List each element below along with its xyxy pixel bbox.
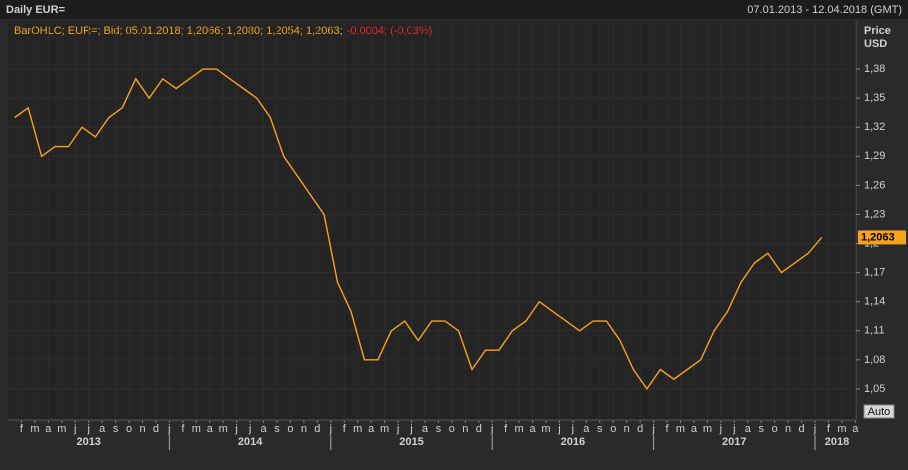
year-label: 2016	[561, 436, 585, 448]
plot-area	[8, 21, 856, 420]
x-tick-label: j	[73, 423, 76, 435]
x-tick-label: s	[436, 423, 442, 435]
year-label: 2018	[825, 436, 849, 448]
x-tick-label: j	[248, 423, 251, 435]
legend-change: -0,0004; (-0,03%)	[347, 25, 433, 37]
header-bar	[0, 0, 908, 19]
x-tick-label: o	[126, 423, 132, 435]
x-tick-label: f	[504, 423, 508, 435]
year-label: 2013	[76, 436, 100, 448]
x-tick-label: a	[207, 423, 214, 435]
x-tick-label: a	[852, 423, 859, 435]
x-tick-label: a	[99, 423, 106, 435]
x-tick-label: f	[827, 423, 831, 435]
date-range: 07.01.2013 - 12.04.2018 (GMT)	[747, 4, 902, 16]
y-tick-label: 1,08	[864, 354, 885, 366]
x-tick-label: n	[301, 423, 307, 435]
x-tick-label: j	[571, 423, 574, 435]
x-tick-label: d	[476, 423, 482, 435]
legend: BarOHLC; EUR=; Bid; 05.01.2018; 1,2066; …	[14, 25, 432, 37]
auto-button[interactable]	[863, 404, 895, 419]
x-tick-label: m	[30, 423, 39, 435]
x-tick-label: j	[329, 423, 332, 435]
x-tick-label: m	[353, 423, 362, 435]
x-tick-label: m	[676, 423, 685, 435]
x-tick-label: m	[57, 423, 66, 435]
x-tick-label: a	[45, 423, 52, 435]
x-tick-label: n	[624, 423, 630, 435]
x-tick-label: j	[86, 423, 89, 435]
year-label: 2014	[238, 436, 263, 448]
y-tick-label: 1,14	[864, 296, 885, 308]
x-tick-label: d	[314, 423, 320, 435]
x-tick-label: m	[192, 423, 201, 435]
y-tick-label: 1,32	[864, 121, 885, 133]
x-tick-label: s	[113, 423, 119, 435]
x-tick-label: j	[651, 423, 654, 435]
last-value-label: 1,2063	[861, 231, 895, 243]
x-tick-label: f	[343, 423, 347, 435]
x-tick-label: m	[541, 423, 550, 435]
x-tick-label: m	[837, 423, 846, 435]
x-tick-label: s	[597, 423, 603, 435]
x-tick-label: j	[557, 423, 560, 435]
year-label: 2017	[722, 436, 746, 448]
x-tick-label: d	[153, 423, 159, 435]
x-tick-label: j	[490, 423, 493, 435]
y-axis-label: USD	[864, 38, 887, 50]
y-axis-label: Price	[864, 25, 891, 37]
year-label: 2015	[399, 436, 423, 448]
x-tick-label: j	[732, 423, 735, 435]
x-tick-label: m	[703, 423, 712, 435]
x-tick-label: s	[758, 423, 764, 435]
x-tick-label: a	[422, 423, 429, 435]
x-tick-label: o	[287, 423, 293, 435]
x-tick-label: n	[785, 423, 791, 435]
x-tick-label: a	[745, 423, 752, 435]
x-tick-label: j	[409, 423, 412, 435]
x-tick-label: j	[813, 423, 816, 435]
y-tick-label: 1,29	[864, 150, 885, 162]
y-tick-label: 1,35	[864, 92, 885, 104]
x-tick-label: j	[396, 423, 399, 435]
y-tick-label: 1,05	[864, 383, 885, 395]
x-tick-label: j	[234, 423, 237, 435]
x-tick-label: f	[181, 423, 185, 435]
x-tick-label: m	[515, 423, 524, 435]
x-tick-label: j	[167, 423, 170, 435]
x-tick-label: f	[666, 423, 670, 435]
chart-title: Daily EUR=	[6, 4, 65, 16]
x-tick-label: m	[380, 423, 389, 435]
y-tick-label: 1,23	[864, 208, 885, 220]
x-tick-label: n	[139, 423, 145, 435]
x-tick-label: f	[20, 423, 24, 435]
last-value-box	[858, 230, 906, 245]
x-tick-label: m	[219, 423, 228, 435]
y-tick-label: 1,17	[864, 267, 885, 279]
y-tick-label: 1,26	[864, 179, 885, 191]
x-tick-label: o	[610, 423, 616, 435]
x-tick-label: d	[637, 423, 643, 435]
x-tick-label: n	[462, 423, 468, 435]
x-tick-label: j	[719, 423, 722, 435]
y-tick-label: 1,11	[864, 325, 885, 337]
x-tick-label: a	[260, 423, 267, 435]
x-tick-label: o	[772, 423, 778, 435]
legend-text: BarOHLC; EUR=; Bid; 05.01.2018; 1,2066; …	[14, 25, 343, 37]
x-tick-label: a	[529, 423, 536, 435]
x-tick-label: a	[691, 423, 698, 435]
x-tick-label: a	[368, 423, 375, 435]
x-tick-label: a	[583, 423, 590, 435]
y-tick-label: 1,38	[864, 63, 885, 75]
x-tick-label: s	[274, 423, 280, 435]
auto-button-label[interactable]: Auto	[868, 406, 891, 418]
price-line	[14, 68, 823, 391]
x-tick-label: d	[798, 423, 804, 435]
x-tick-label: o	[449, 423, 455, 435]
